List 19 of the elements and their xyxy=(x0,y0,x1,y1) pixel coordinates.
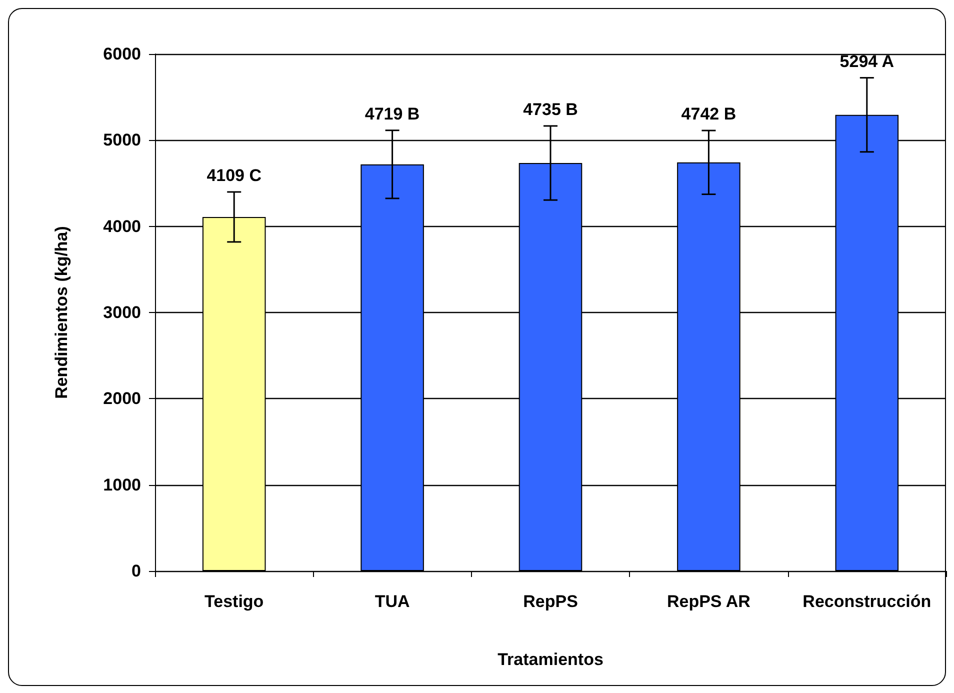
x-axis-title: Tratamientos xyxy=(498,650,604,669)
y-tick-label: 0 xyxy=(132,562,141,580)
x-tick-label: Testigo xyxy=(204,592,264,611)
y-tick-label: 4000 xyxy=(103,216,141,236)
y-axis-title: Rendimientos (kg/ha) xyxy=(52,226,71,399)
y-tick-label: 5000 xyxy=(103,130,141,150)
data-label: 4719 B xyxy=(364,104,420,124)
y-tick-label: 1000 xyxy=(103,475,141,494)
x-tick-label: Reconstrucción xyxy=(802,592,932,611)
data-label: 4109 C xyxy=(206,166,262,185)
y-tick-label: 2000 xyxy=(103,389,141,408)
x-tick-label: RepPS AR xyxy=(666,592,750,611)
x-tick-label: RepPS xyxy=(523,592,578,611)
data-label: 4742 B xyxy=(681,104,736,124)
y-tick-label: 6000 xyxy=(103,44,141,64)
data-label: 4735 B xyxy=(523,100,578,119)
y-tick-label: 3000 xyxy=(103,303,141,322)
data-label: 5294 A xyxy=(840,52,894,71)
x-tick-label: TUA xyxy=(374,592,410,611)
